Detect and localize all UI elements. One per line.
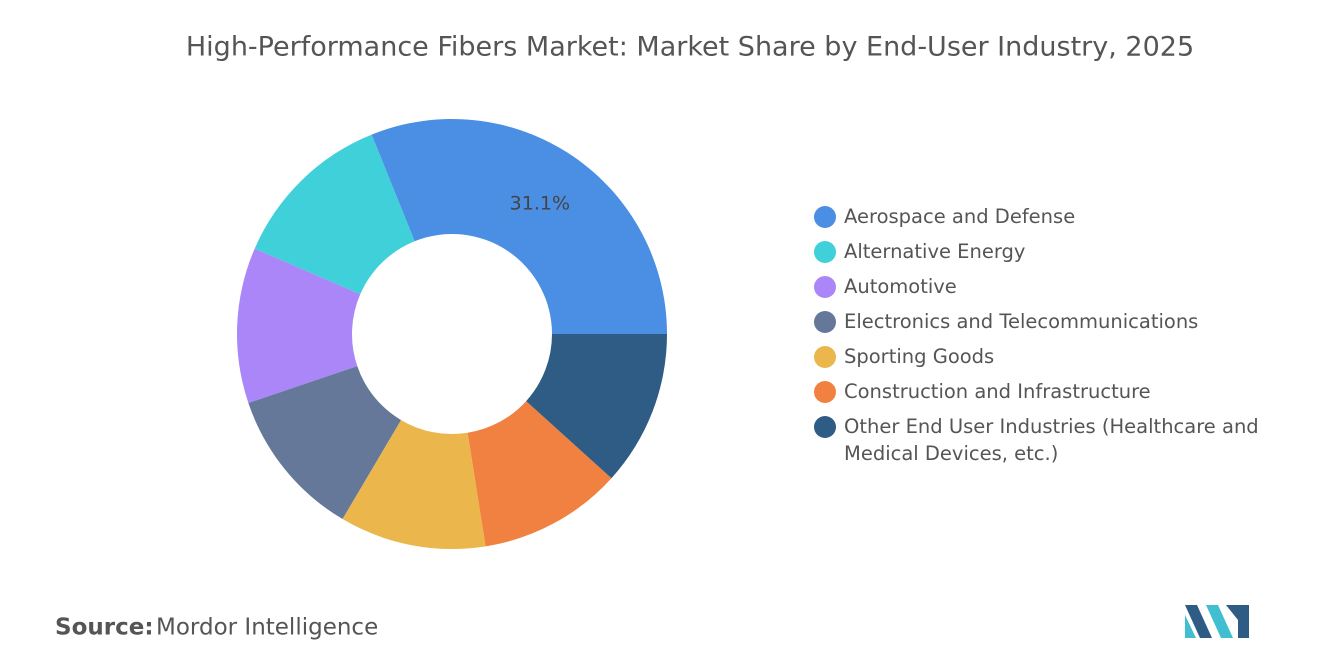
legend-label: Alternative Energy <box>844 240 1026 263</box>
legend-item: Sporting Goods <box>812 343 1272 370</box>
legend-item: Other End User Industries (Healthcare an… <box>812 413 1272 467</box>
data-label: 31.1% <box>510 192 570 214</box>
legend-label: Electronics and Telecommunications <box>844 310 1199 333</box>
legend-marker <box>814 381 836 403</box>
legend-marker <box>814 416 836 438</box>
legend-label: Construction and Infrastructure <box>844 380 1151 403</box>
legend-label: Aerospace and Defense <box>844 205 1076 228</box>
legend-marker <box>814 346 836 368</box>
legend-marker <box>814 206 836 228</box>
legend-item: Aerospace and Defense <box>812 203 1272 230</box>
legend-marker <box>814 241 836 263</box>
donut-segment <box>371 118 667 334</box>
logo <box>1185 605 1249 638</box>
legend-marker <box>814 311 836 333</box>
legend-item: Construction and Infrastructure <box>812 378 1272 405</box>
legend-item: Electronics and Telecommunications <box>812 308 1272 335</box>
legend-label: Other End User Industries (Healthcare an… <box>844 415 1259 465</box>
donut-segment <box>526 334 667 479</box>
donut-segment <box>254 134 415 295</box>
legend: Aerospace and Defense Alternative Energy A… <box>812 203 1272 475</box>
chart-title: High-Performance Fibers Market: Market S… <box>186 32 1194 63</box>
source-label: Source: <box>55 615 154 641</box>
donut-segment <box>342 420 486 549</box>
donut-segment <box>467 401 612 547</box>
legend-item: Automotive <box>812 273 1272 300</box>
source: Mordor Intelligence <box>156 615 378 641</box>
legend-label: Automotive <box>844 275 957 298</box>
donut-segment <box>248 366 402 520</box>
legend-item: Alternative Energy <box>812 238 1272 265</box>
donut-segment <box>237 248 361 404</box>
legend-marker <box>814 276 836 298</box>
legend-label: Sporting Goods <box>844 345 995 368</box>
